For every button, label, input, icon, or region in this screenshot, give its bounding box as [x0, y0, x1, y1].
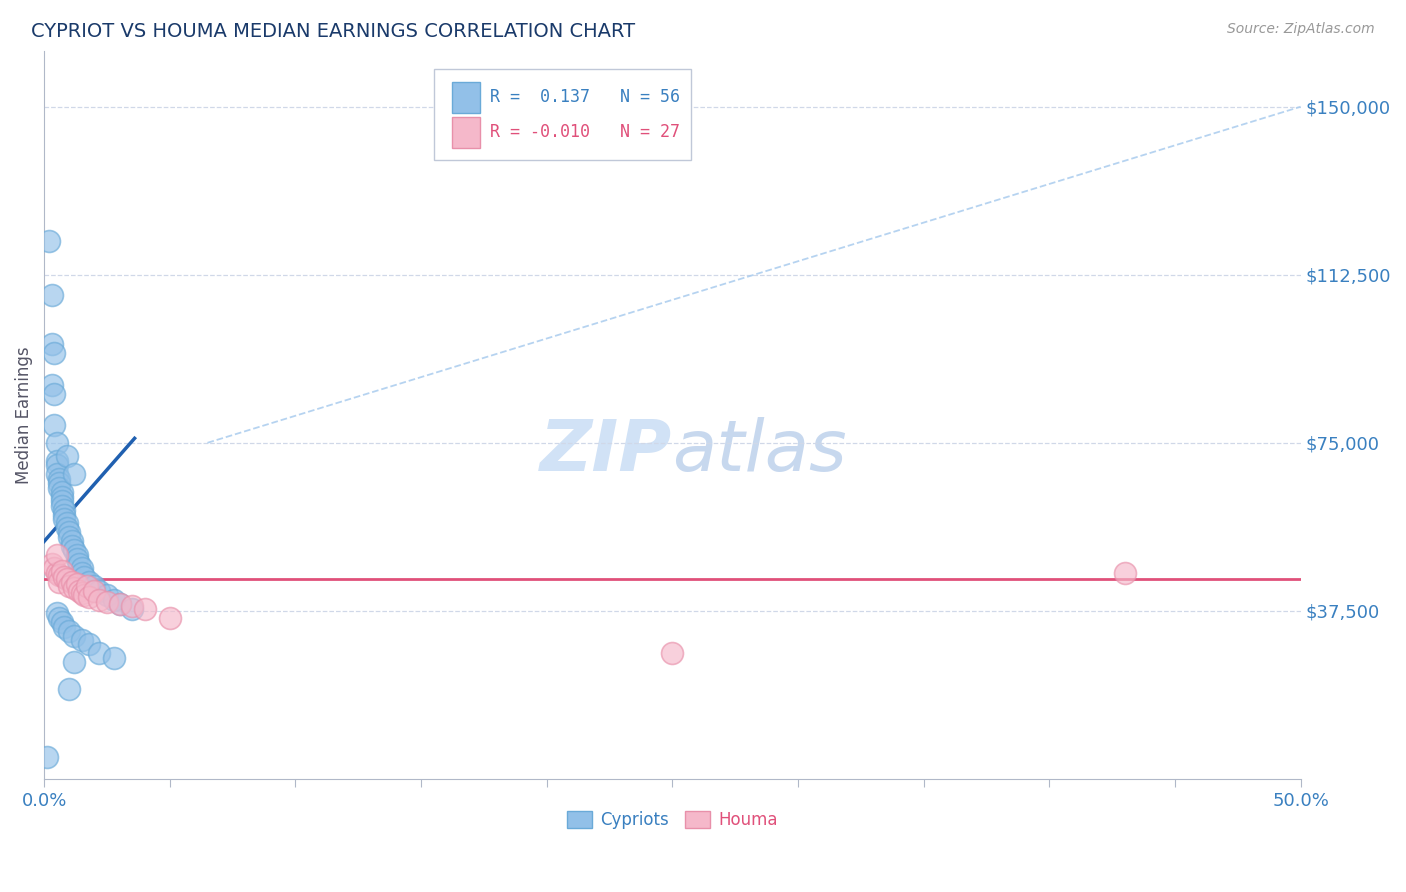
Point	[121, 599, 143, 614]
Point	[63, 467, 86, 482]
Point	[103, 651, 125, 665]
Point	[58, 579, 80, 593]
Text: R =  0.137   N = 56: R = 0.137 N = 56	[491, 88, 681, 106]
Point	[83, 579, 105, 593]
Point	[60, 574, 83, 589]
Point	[70, 632, 93, 647]
Point	[44, 386, 66, 401]
Point	[55, 516, 77, 531]
Point	[79, 591, 101, 605]
Point	[63, 582, 86, 596]
Legend: Cypriots, Houma: Cypriots, Houma	[560, 805, 785, 836]
Point	[51, 485, 73, 500]
Point	[53, 619, 76, 633]
Point	[66, 552, 89, 566]
Point	[48, 481, 70, 495]
Point	[159, 610, 181, 624]
Point	[1114, 566, 1136, 580]
Point	[41, 377, 63, 392]
Point	[55, 449, 77, 463]
Point	[63, 656, 86, 670]
Point	[41, 337, 63, 351]
Point	[89, 647, 111, 661]
Point	[89, 583, 111, 598]
Point	[53, 503, 76, 517]
Point	[44, 561, 66, 575]
Point	[48, 568, 70, 582]
Point	[96, 588, 118, 602]
Point	[76, 579, 98, 593]
FancyBboxPatch shape	[453, 117, 479, 147]
Point	[44, 417, 66, 432]
Point	[96, 595, 118, 609]
Point	[79, 638, 101, 652]
Point	[51, 490, 73, 504]
Point	[661, 647, 683, 661]
Point	[60, 534, 83, 549]
Point	[51, 499, 73, 513]
Point	[108, 597, 131, 611]
Point	[58, 624, 80, 638]
Point	[48, 574, 70, 589]
Point	[48, 476, 70, 491]
Point	[83, 583, 105, 598]
Point	[45, 606, 67, 620]
Point	[70, 586, 93, 600]
Point	[44, 346, 66, 360]
Text: CYPRIOT VS HOUMA MEDIAN EARNINGS CORRELATION CHART: CYPRIOT VS HOUMA MEDIAN EARNINGS CORRELA…	[31, 22, 636, 41]
Point	[108, 597, 131, 611]
Point	[58, 530, 80, 544]
Point	[51, 564, 73, 578]
Point	[51, 494, 73, 508]
Point	[41, 288, 63, 302]
Point	[55, 573, 77, 587]
Point	[67, 583, 90, 598]
FancyBboxPatch shape	[453, 82, 479, 112]
Point	[58, 682, 80, 697]
Point	[45, 458, 67, 473]
Point	[73, 588, 96, 602]
Point	[45, 566, 67, 580]
Point	[51, 615, 73, 629]
Point	[63, 543, 86, 558]
Point	[67, 557, 90, 571]
Point	[89, 592, 111, 607]
Text: ZIP: ZIP	[540, 417, 672, 486]
FancyBboxPatch shape	[433, 69, 692, 160]
Point	[66, 577, 89, 591]
Text: Source: ZipAtlas.com: Source: ZipAtlas.com	[1227, 22, 1375, 37]
Point	[45, 454, 67, 468]
Point	[103, 592, 125, 607]
Point	[35, 749, 58, 764]
Point	[134, 601, 156, 615]
Point	[58, 525, 80, 540]
Point	[66, 548, 89, 562]
Text: R = -0.010   N = 27: R = -0.010 N = 27	[491, 123, 681, 141]
Point	[48, 610, 70, 624]
Y-axis label: Median Earnings: Median Earnings	[15, 346, 32, 483]
Point	[70, 561, 93, 575]
Point	[45, 435, 67, 450]
Point	[45, 467, 67, 482]
Point	[60, 539, 83, 553]
Point	[79, 574, 101, 589]
Point	[48, 472, 70, 486]
Point	[38, 234, 60, 248]
Point	[41, 557, 63, 571]
Text: atlas: atlas	[672, 417, 846, 486]
Point	[53, 512, 76, 526]
Point	[73, 570, 96, 584]
Point	[45, 548, 67, 562]
Point	[121, 601, 143, 615]
Point	[53, 508, 76, 522]
Point	[55, 521, 77, 535]
Point	[53, 570, 76, 584]
Point	[70, 566, 93, 580]
Point	[63, 628, 86, 642]
